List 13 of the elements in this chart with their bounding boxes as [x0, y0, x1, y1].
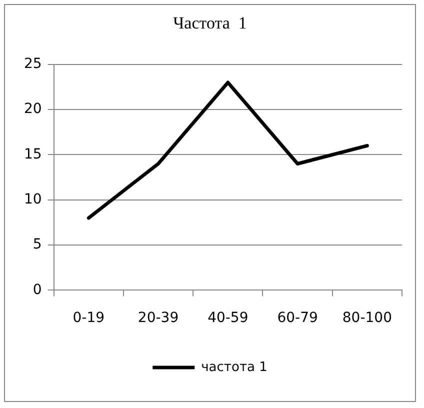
- x-tick-label: 60-79: [277, 310, 318, 326]
- x-tick-label: 80-100: [342, 310, 392, 326]
- y-tick-label: 25: [24, 56, 42, 72]
- x-tick-label: 40-59: [208, 310, 248, 326]
- y-tick-label: 15: [24, 146, 42, 162]
- chart-title: Частота 1: [173, 14, 247, 33]
- y-tick-label: 10: [24, 192, 42, 208]
- y-tick-label: 0: [32, 282, 42, 298]
- x-tick-label: 0-19: [72, 310, 105, 326]
- x-tick-label: 20-39: [138, 310, 179, 326]
- legend-label: частота 1: [201, 360, 268, 375]
- y-tick-label: 5: [32, 236, 42, 253]
- y-tick-label: 20: [24, 101, 42, 118]
